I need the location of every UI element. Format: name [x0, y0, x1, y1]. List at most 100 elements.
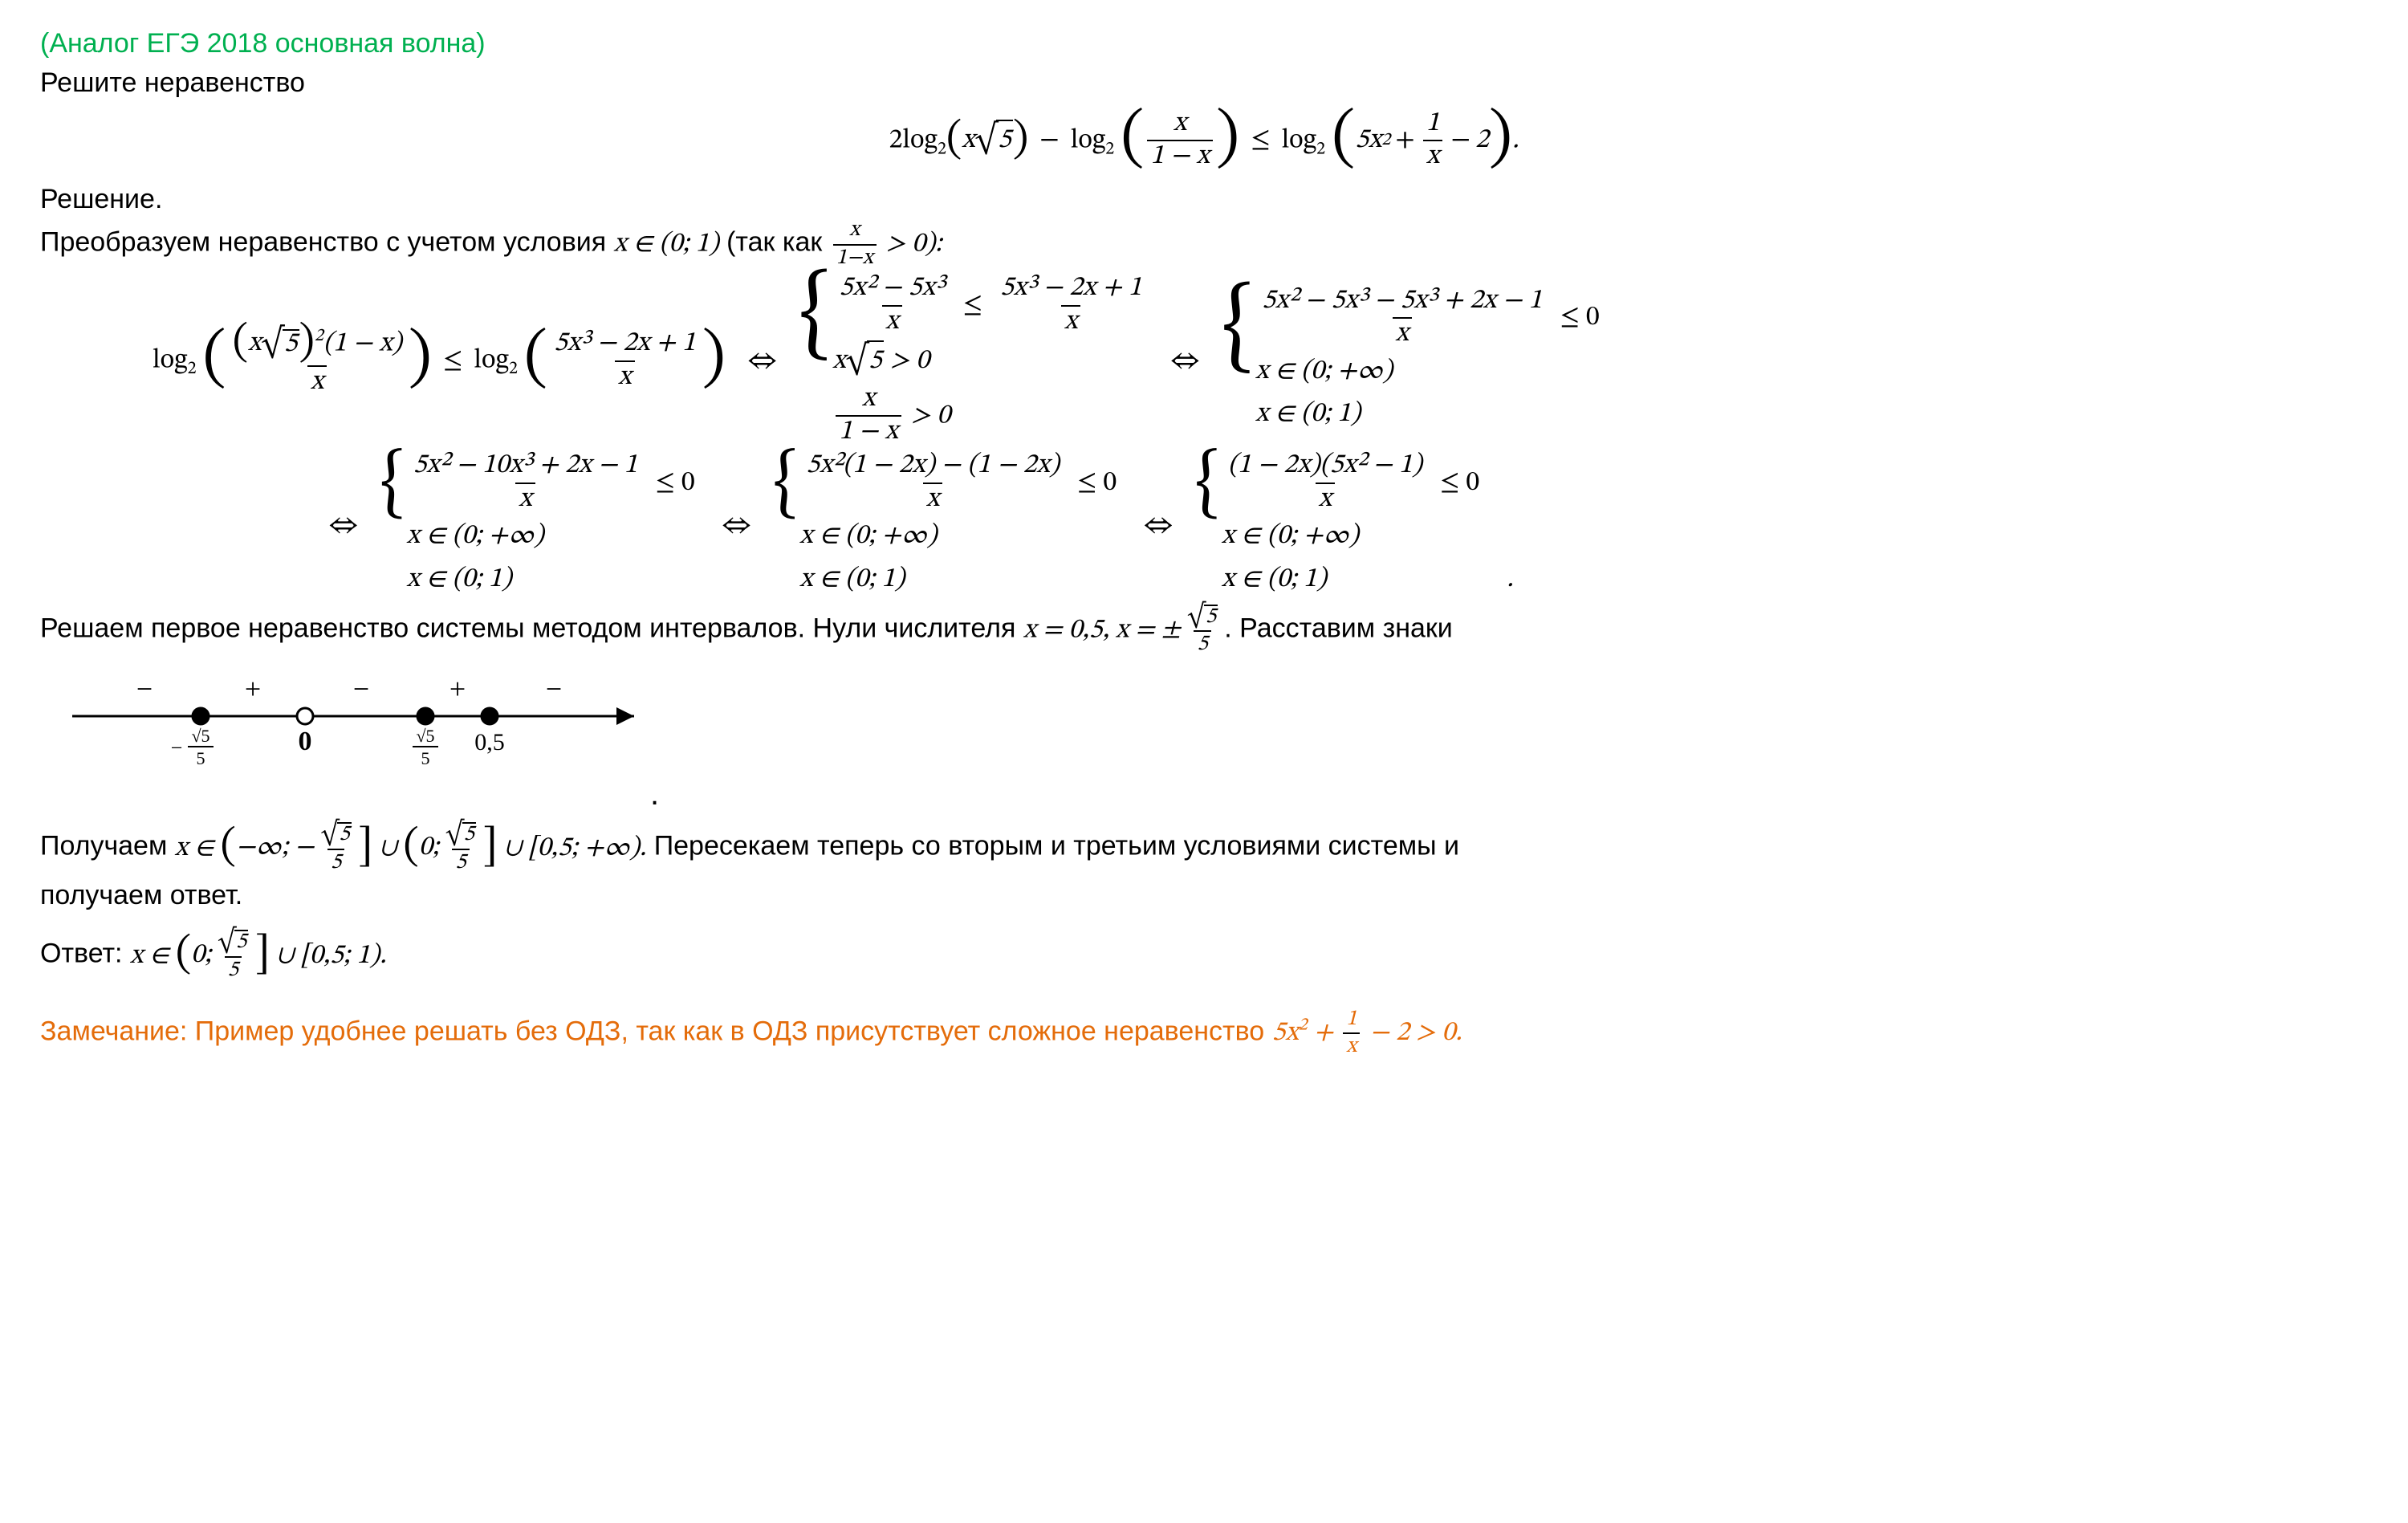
system-5: { (1 − 2x)(5x² − 1)x ≤ 0 x ∈ (0; +∞) x ∈… [1195, 452, 1485, 600]
frac-num: 5x³ − 2x + 1 [997, 275, 1145, 305]
system-2: { 5x² − 5x³ − 5x³ + 2x − 1x ≤ 0 x ∈ (0; … [1222, 287, 1605, 435]
frac-den: x [882, 305, 901, 337]
number-line-chart: −+−+−−√550√550,5. [40, 668, 2368, 817]
equiv-symbol: ⇔ [329, 504, 357, 548]
log-base: 2 [188, 361, 197, 379]
source-header: (Аналог ЕГЭ 2018 основная волна) [40, 24, 2368, 63]
text-fragment: Решаем первое неравенство системы методо… [40, 613, 1023, 643]
frac-den: x [1393, 317, 1412, 349]
svg-text:0: 0 [299, 727, 312, 756]
frac-num: 1 [1343, 1008, 1360, 1033]
frac-num: 5x² − 10x³ + 2x − 1 [410, 452, 641, 483]
le-op: ≤ 0 [1072, 470, 1121, 497]
system-3: { 5x² − 10x³ + 2x − 1x ≤ 0 x ∈ (0; +∞) x… [380, 452, 699, 600]
frac-den: x [1343, 1032, 1360, 1059]
svg-text:5: 5 [197, 748, 205, 768]
svg-text:+: + [245, 673, 261, 705]
problem-statement: 2log2(x√5) − log2 (x1 − x) ≤ log2 (5x2+1… [40, 110, 2368, 172]
frac-num: x [859, 385, 878, 416]
log-fn: log [1071, 127, 1106, 154]
text-fragment: . Расставим знаки [1224, 613, 1452, 643]
document-page: (Аналог ЕГЭ 2018 основная волна) Решите … [0, 0, 2408, 1083]
frac-den: x [1061, 305, 1080, 337]
interval-cond: x ∈ (0; 1) [407, 560, 700, 600]
sup: 2 [315, 328, 323, 346]
svg-text:√5: √5 [416, 726, 434, 746]
equiv-symbol: ⇔ [722, 504, 750, 548]
interval-sentence: Решаем первое неравенство системы методо… [40, 605, 2368, 657]
minus-op: − [1035, 127, 1064, 154]
math-inline: x = 0,5, x = ± [1023, 617, 1181, 644]
interval-cond: x ∈ (0; 1) [1222, 560, 1484, 600]
frac-den: 1−x [833, 244, 877, 271]
svg-text:+: + [449, 673, 466, 705]
frac-den: x [515, 483, 535, 515]
log-fn: log [153, 348, 188, 375]
frac-num: (1 − 2x)(5x² − 1) [1225, 452, 1426, 483]
solution-label: Решение. [40, 180, 2368, 219]
le-op: ≤ 0 [650, 470, 699, 497]
frac-num: 5x³ − 2x + 1 [551, 330, 699, 360]
equiv-symbol: ⇔ [748, 340, 776, 383]
interval-cond: x ∈ (0; 1) [799, 560, 1121, 600]
frac-den: 5 [1194, 630, 1210, 657]
result-sentence: Получаем x ∈ (−∞; −√55] ∪ (0; √55] ∪ [0,… [40, 822, 2368, 874]
log-fn: 2log [889, 127, 938, 154]
log-base: 2 [938, 140, 946, 158]
answer-label: Ответ: [40, 939, 130, 969]
result-sentence-2: получаем ответ. [40, 876, 2368, 915]
text-fragment: > 0): [880, 231, 942, 259]
frac-num: 5x² − 5x³ [836, 275, 948, 305]
interval-cond: x ∈ (0; 1) [1255, 395, 1605, 434]
text-fragment: Замечание: Пример удобнее решать без ОДЗ… [40, 1016, 1272, 1046]
text-fragment: Пересекаем теперь со вторым и третьим ус… [646, 831, 1459, 861]
frac-den: x [1316, 483, 1335, 515]
text-fragment: Преобразуем неравенство с учетом условия [40, 227, 614, 258]
svg-text:−: − [136, 673, 153, 705]
answer-line: Ответ: x ∈ (0; √55] ∪ [0,5; 1). [40, 930, 2368, 982]
svg-text:−: − [546, 673, 562, 705]
remark-note: Замечание: Пример удобнее решать без ОДЗ… [40, 1008, 2368, 1059]
gt-op: > 0 [911, 402, 950, 430]
text-fragment: Получаем [40, 831, 175, 861]
frac-num: x [846, 219, 863, 244]
log-fn: log [474, 348, 509, 375]
svg-text:√5: √5 [191, 726, 209, 746]
frac-den: 1 − x [1147, 140, 1213, 172]
transform-sentence: Преобразуем неравенство с учетом условия… [40, 219, 2368, 270]
system-4: { 5x²(1 − 2x) − (1 − 2x)x ≤ 0 x ∈ (0; +∞… [773, 452, 1121, 600]
math-inline: x ∈ (0; 1) [614, 231, 719, 259]
text-fragment: (так как [719, 227, 830, 258]
frac-num: 5x²(1 − 2x) − (1 − 2x) [803, 452, 1063, 483]
frac-num: x [1170, 110, 1190, 140]
derivation-row-2: ⇔ { 5x² − 10x³ + 2x − 1x ≤ 0 x ∈ (0; +∞)… [329, 452, 2368, 600]
frac-den: x [923, 483, 942, 515]
system-1: { 5x² − 5x³x ≤ 5x³ − 2x + 1x x√5 > 0 x1 … [799, 275, 1148, 447]
equiv-symbol: ⇔ [1144, 504, 1172, 548]
frac-den: 1 − x [836, 415, 901, 447]
le-op: ≤ [438, 348, 467, 375]
frac-den: x [307, 365, 327, 397]
interval-cond: x ∈ (0; +∞) [1222, 517, 1484, 556]
log-fn: log [1282, 127, 1317, 154]
svg-text:0,5: 0,5 [474, 729, 505, 755]
svg-text:−: − [171, 736, 183, 759]
le-op: ≤ 0 [1555, 304, 1604, 332]
svg-text:−: − [353, 673, 369, 705]
interval-cond: x ∈ (0; +∞) [799, 517, 1121, 556]
svg-text:5: 5 [421, 748, 430, 768]
frac-num: 1 [1423, 110, 1443, 140]
frac-num: 5x² − 5x³ − 5x³ + 2x − 1 [1259, 287, 1545, 318]
log-base: 2 [1316, 140, 1325, 158]
interval-cond: x ∈ (0; +∞) [1255, 352, 1605, 392]
derivation-row-1: log2 ( (x√5)2(1 − x) x ) ≤ log2 ( 5x³ − … [153, 275, 2368, 447]
task-label: Решите неравенство [40, 63, 2368, 103]
le-op: ≤ 0 [1435, 470, 1484, 497]
interval-cond: x ∈ (0; +∞) [407, 517, 700, 556]
log-base: 2 [509, 361, 518, 379]
frac-den: x [1423, 140, 1442, 172]
log-base: 2 [1105, 140, 1114, 158]
le-op: ≤ [958, 292, 986, 320]
equiv-symbol: ⇔ [1171, 340, 1199, 383]
frac-den: x [615, 360, 634, 393]
